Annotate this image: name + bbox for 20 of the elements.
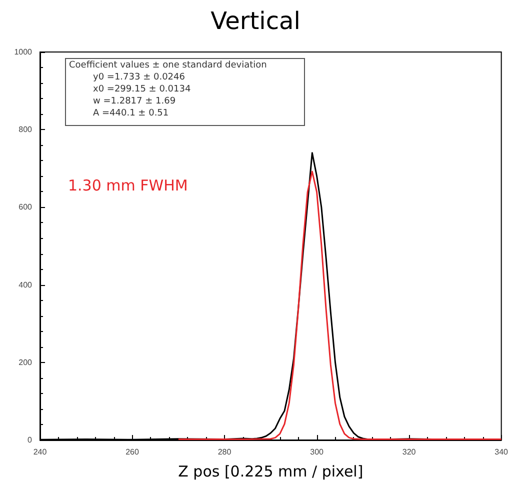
annotation: A =440.1 ± 0.51 (93, 108, 169, 118)
x-tick-label: 280 (218, 448, 232, 456)
annotation: y0 =1.733 ± 0.0246 (93, 72, 186, 82)
y-tick-label: 200 (18, 358, 33, 367)
y-tick-label: 1000 (14, 48, 33, 56)
y-tick-label: 400 (18, 280, 33, 290)
annotation: Coefficient values ± one standard deviation (69, 60, 267, 70)
x-axis-title: Z pos [0.225 mm / pixel] (178, 462, 364, 480)
y-tick-label: 0 (28, 436, 33, 444)
annotation: 1.30 mm FWHM (68, 176, 188, 194)
x-tick-label: 300 (310, 448, 324, 456)
annotation: x0 =299.15 ± 0.0134 (93, 84, 191, 94)
annotation: w =1.2817 ± 1.69 (93, 96, 176, 106)
x-tick-label: 320 (402, 448, 416, 456)
y-tick-label: 600 (18, 202, 33, 212)
x-tick-label: 240 (33, 448, 48, 456)
chart-title: Vertical (210, 7, 300, 35)
x-tick-label: 340 (494, 448, 509, 456)
x-tick-label: 260 (126, 448, 140, 456)
y-tick-label: 800 (18, 125, 33, 134)
